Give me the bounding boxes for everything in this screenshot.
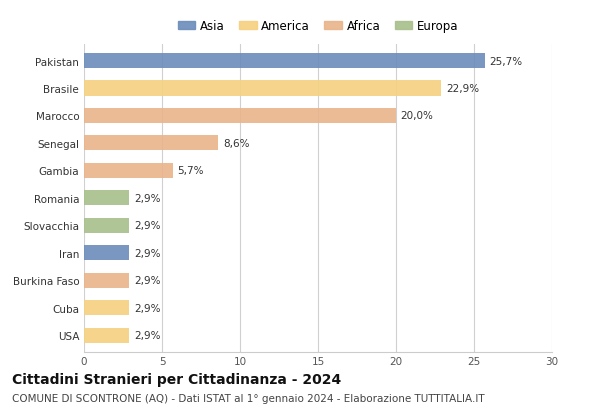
- Bar: [84, 246, 129, 261]
- Text: 2,9%: 2,9%: [134, 276, 160, 285]
- Bar: [84, 81, 441, 97]
- Text: COMUNE DI SCONTRONE (AQ) - Dati ISTAT al 1° gennaio 2024 - Elaborazione TUTTITAL: COMUNE DI SCONTRONE (AQ) - Dati ISTAT al…: [12, 393, 485, 402]
- Bar: [84, 273, 129, 288]
- Text: 22,9%: 22,9%: [446, 84, 479, 94]
- Text: 25,7%: 25,7%: [490, 56, 523, 66]
- Bar: [84, 109, 396, 124]
- Text: 20,0%: 20,0%: [401, 111, 434, 121]
- Text: 2,9%: 2,9%: [134, 303, 160, 313]
- Text: Cittadini Stranieri per Cittadinanza - 2024: Cittadini Stranieri per Cittadinanza - 2…: [12, 372, 341, 386]
- Text: 8,6%: 8,6%: [223, 139, 250, 148]
- Text: 5,7%: 5,7%: [178, 166, 204, 176]
- Bar: [84, 218, 129, 233]
- Bar: [84, 54, 485, 69]
- Text: 2,9%: 2,9%: [134, 248, 160, 258]
- Bar: [84, 164, 173, 178]
- Text: 2,9%: 2,9%: [134, 330, 160, 340]
- Bar: [84, 136, 218, 151]
- Bar: [84, 191, 129, 206]
- Bar: [84, 328, 129, 343]
- Text: 2,9%: 2,9%: [134, 221, 160, 231]
- Legend: Asia, America, Africa, Europa: Asia, America, Africa, Europa: [178, 20, 458, 33]
- Text: 2,9%: 2,9%: [134, 193, 160, 203]
- Bar: [84, 300, 129, 315]
